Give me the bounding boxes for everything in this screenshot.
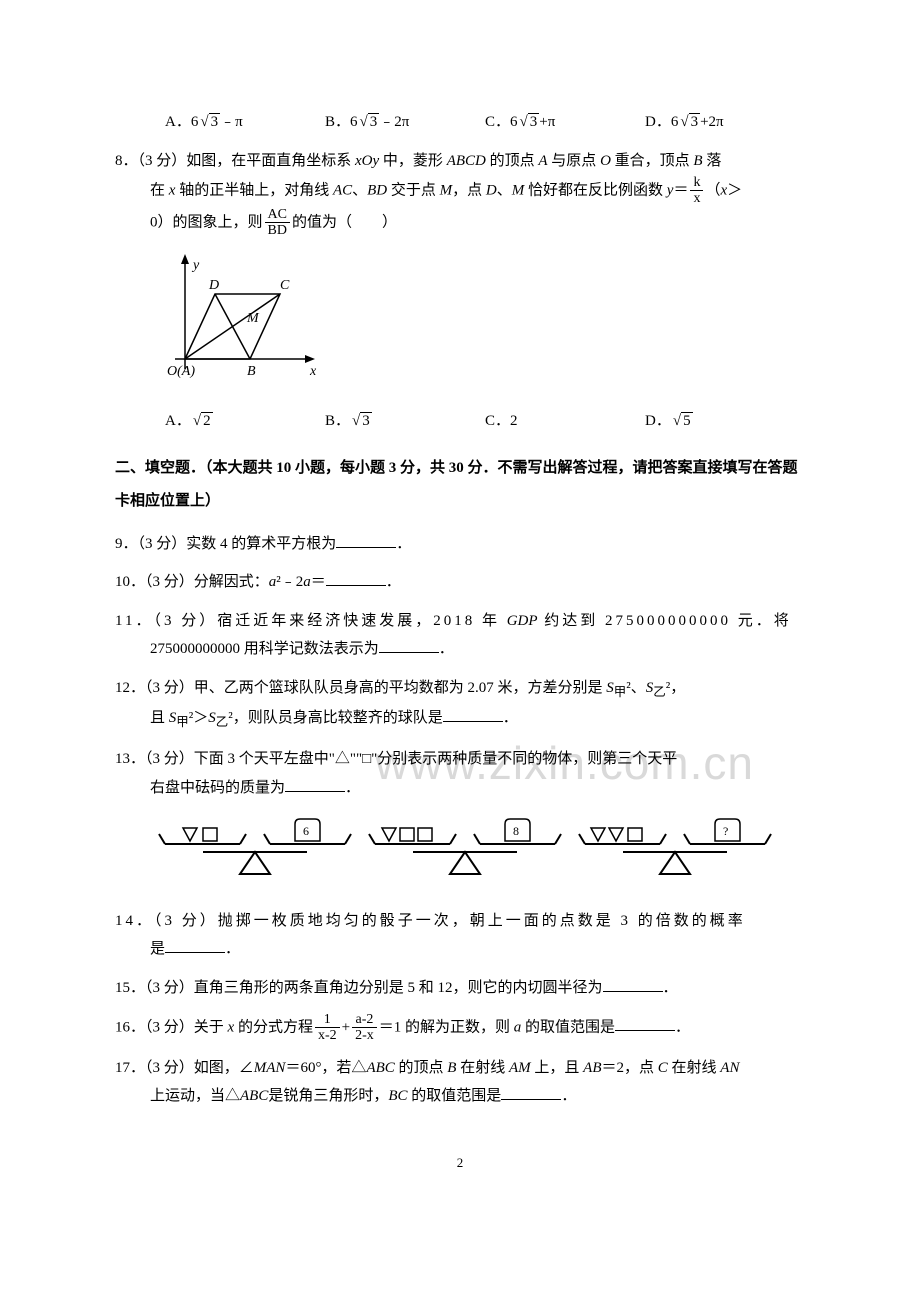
blank bbox=[165, 938, 225, 953]
blank bbox=[615, 1016, 675, 1031]
blank bbox=[379, 638, 439, 653]
q8-choice-a: A．2 bbox=[165, 407, 325, 436]
q10: 10．（3 分）分解因式：a²﹣2a＝． bbox=[115, 568, 805, 597]
svg-text:B: B bbox=[247, 364, 256, 379]
blank bbox=[603, 977, 663, 992]
q13: 13．（3 分）下面 3 个天平左盘中"△""□"分别表示两种质量不同的物体，则… bbox=[115, 745, 805, 802]
q8-figure: y D C M O(A) B x bbox=[165, 249, 805, 400]
q15: 15．（3 分）直角三角形的两条直角边分别是 5 和 12，则它的内切圆半径为． bbox=[115, 974, 805, 1003]
q12: 12．（3 分）甲、乙两个篮球队队员身高的平均数都为 2.07 米，方差分别是 … bbox=[115, 674, 805, 736]
q9: 9．（3 分）实数 4 的算术平方根为． bbox=[115, 530, 805, 559]
svg-text:?: ? bbox=[723, 824, 728, 838]
section-2-heading: 二、填空题．（本大题共 10 小题，每小题 3 分，共 30 分．不需写出解答过… bbox=[115, 452, 805, 518]
q7-choice-d: D．63+2π bbox=[645, 108, 805, 137]
blank bbox=[326, 571, 386, 586]
svg-text:O(A): O(A) bbox=[167, 364, 195, 379]
q7-choice-a: A．63﹣π bbox=[165, 108, 325, 137]
svg-text:y: y bbox=[191, 258, 200, 273]
q7-choices: A．63﹣π B．63﹣2π C．63+π D．63+2π bbox=[115, 108, 805, 137]
q8-choice-c: C．2 bbox=[485, 407, 645, 436]
q7-choice-c: C．63+π bbox=[485, 108, 645, 137]
blank bbox=[443, 707, 503, 722]
blank bbox=[501, 1085, 561, 1100]
svg-text:8: 8 bbox=[513, 824, 519, 838]
svg-text:D: D bbox=[208, 278, 219, 293]
q8-xoy: xOy bbox=[355, 153, 379, 169]
svg-text:M: M bbox=[246, 311, 260, 326]
q16: 16．（3 分）关于 x 的分式方程1x-2+a-22-x＝1 的解为正数，则 … bbox=[115, 1012, 805, 1044]
blank bbox=[336, 533, 396, 548]
q8: 8．（3 分）如图，在平面直角坐标系 xOy 中，菱形 ABCD 的顶点 A 与… bbox=[115, 147, 805, 239]
q14: 14．（3 分）抛掷一枚质地均匀的骰子一次，朝上一面的点数是 3 的倍数的概率 … bbox=[115, 907, 805, 964]
svg-text:x: x bbox=[309, 364, 317, 379]
page-number: 2 bbox=[115, 1151, 805, 1176]
q8-text: 8．（3 分）如图，在平面直角坐标系 bbox=[115, 153, 355, 169]
q11: 11．（3 分）宿迁近年来经济快速发展，2018 年 GDP 约达到 27500… bbox=[115, 607, 805, 664]
q17: 17．（3 分）如图，∠MAN＝60°，若△ABC 的顶点 B 在射线 AM 上… bbox=[115, 1054, 805, 1111]
q8-choice-b: B．3 bbox=[325, 407, 485, 436]
svg-text:C: C bbox=[280, 278, 290, 293]
svg-text:6: 6 bbox=[303, 824, 309, 838]
blank bbox=[285, 777, 345, 792]
q7-choice-b: B．63﹣2π bbox=[325, 108, 485, 137]
scales-figure: 6 8 bbox=[155, 814, 805, 895]
q8-choice-d: D．5 bbox=[645, 407, 805, 436]
q8-choices: A．2 B．3 C．2 D．5 bbox=[115, 407, 805, 436]
